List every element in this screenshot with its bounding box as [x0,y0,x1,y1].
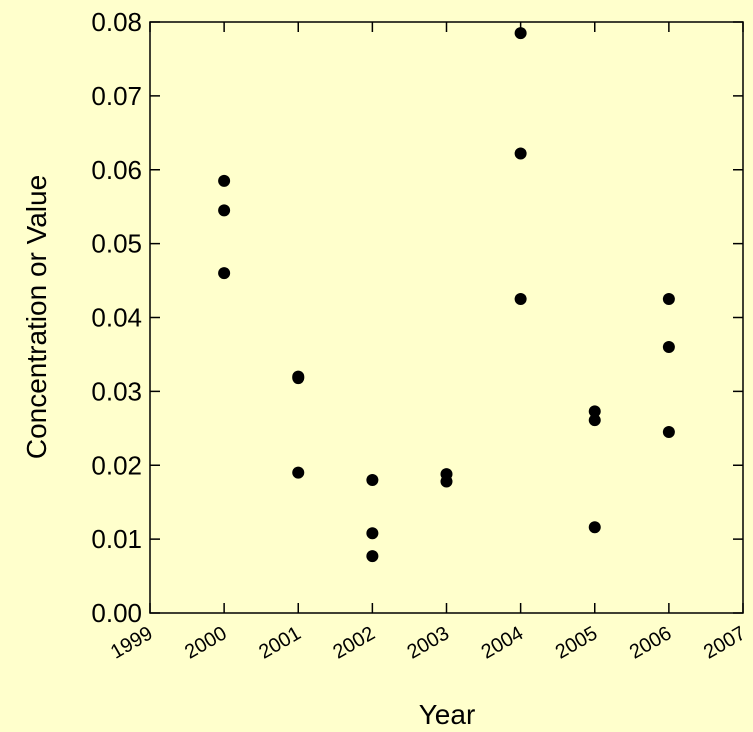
data-point [218,174,231,187]
y-tick-label: 0.07 [91,81,142,111]
y-tick-label: 0.00 [91,598,142,628]
y-tick-label: 0.04 [91,303,142,333]
x-axis: 1999 2000 2001 2002 2003 2004 2005 2006 2007 [107,22,750,664]
x-tick-label: 2002 [329,622,379,663]
data-point [366,527,379,540]
data-point [662,341,675,354]
data-point [366,474,379,487]
x-tick-label: 2004 [478,622,528,663]
data-point [588,414,601,427]
y-tick-label: 0.05 [91,229,142,259]
x-tick-label: 2001 [255,622,305,663]
y-tick-label: 0.06 [91,155,142,185]
x-tick-label: 2003 [403,622,453,663]
data-point [662,293,675,306]
x-tick-label: 2000 [181,622,231,663]
x-tick-label: 2006 [626,622,676,663]
plot-frame [149,21,744,614]
data-point [292,466,305,479]
x-tick-label: 2005 [552,622,602,663]
x-tick-label: 2007 [700,622,750,663]
data-point [662,426,675,439]
data-point [218,267,231,280]
data-point [514,147,527,160]
data-point [588,405,601,418]
y-tick-label: 0.03 [91,376,142,406]
y-axis-title: Concentration or Value [21,175,52,459]
y-axis: 0.00 0.01 0.02 0.03 0.04 0.05 0.06 0.07 0.08 [91,7,743,628]
data-point [514,293,527,306]
x-axis-title: Year [419,699,476,730]
data-point [218,204,231,217]
data-point [440,475,453,488]
data-point [366,550,379,563]
y-tick-label: 0.01 [91,524,142,554]
data-points [218,27,675,563]
data-point [514,27,527,40]
y-tick-label: 0.08 [91,7,142,37]
y-tick-label: 0.02 [91,450,142,480]
data-point [588,521,601,534]
data-point [292,372,305,385]
x-tick-label: 1999 [107,622,157,663]
